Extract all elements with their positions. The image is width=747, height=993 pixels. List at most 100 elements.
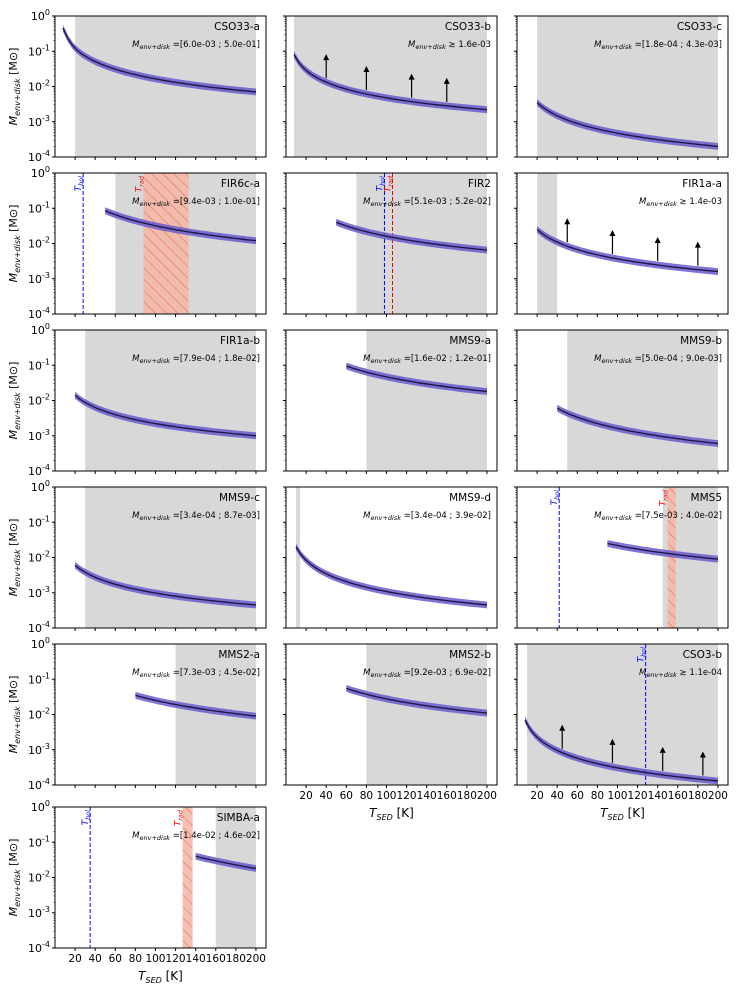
mass-annotation: Menv+disk =[6.0e-03 ; 5.0e-01] [132,40,260,51]
panel-title: SIMBA-a [217,812,260,824]
panel-title: CSO33-c [677,21,722,33]
shaded-region [296,487,301,628]
panel-cso3-b: 20 40 60 80 100 120 140 160 180 200 TSED [K] CSO3-b… [514,643,729,822]
y-tick-label: 10-2 [28,79,50,94]
y-tick-label: 10-3 [28,271,50,286]
arrow-head [443,77,450,84]
mass-curve [135,694,257,717]
tbol-label: Tbol [375,176,386,192]
y-tick-label: 10-1 [28,834,50,849]
mass-annotation: Menv+disk =[7.9e-04 ; 1.8e-02] [132,354,260,365]
panel-title: CSO33-a [214,21,260,33]
y-tick-label: 100 [31,799,50,814]
y-tick-label: 10-2 [28,870,50,885]
mass-curve [62,27,257,93]
panel-fir1a-a: FIR1a-a Menv+disk ≳ 1.4e-03 [514,172,729,317]
x-tick-label: 120 [397,790,417,802]
panel-title: MMS5 [691,492,722,504]
shaded-region [294,16,487,157]
x-tick-label: 20 [68,953,81,965]
x-tick-label: 120 [166,953,186,965]
arrow-head [559,724,566,731]
arrow-head [609,229,616,236]
x-tick-label: 140 [417,790,437,802]
x-tick-label: 60 [109,953,122,965]
mass-annotation: Menv+disk =[5.1e-03 ; 5.2e-02] [363,197,491,208]
y-tick-label: 10-1 [28,43,50,58]
panel-title: MMS9-c [219,492,260,504]
y-tick-label: 10-2 [28,236,50,251]
x-tick-label: 80 [591,790,604,802]
panel-title: MMS9-b [680,335,722,347]
x-tick-label: 40 [320,790,333,802]
arrow-head [654,237,661,244]
uncertainty-band [294,51,487,114]
x-tick-label: 160 [668,790,688,802]
arrow-head [699,751,706,758]
y-tick-label: 10-3 [28,742,50,757]
trad-label: Trad [659,489,670,506]
y-tick-label: 10-4 [28,620,50,635]
panel-cso33-c: CSO33-c Menv+disk =[1.8e-04 ; 4.3e-03] [514,15,729,160]
x-tick-label: 140 [186,953,206,965]
panel-title: MMS9-d [449,492,491,504]
y-axis-label: Menv+disk [M⊙] [7,48,22,126]
trad-region [143,173,189,314]
y-tick-label: 100 [31,479,50,494]
trad-region [667,487,676,628]
mass-curve [524,719,719,782]
mass-curve [195,855,257,870]
arrow-head [363,66,370,73]
mass-curve [536,102,719,148]
x-tick-label: 120 [628,790,648,802]
arrow-head [609,738,616,745]
tbol-label: Tbol [637,647,648,663]
panel-cso33-a: 100 10-1 10-2 10-3 10-4 Menv+disk [M⊙] CSO33-a… [7,8,267,164]
y-tick-label: 10-4 [28,940,50,955]
panel-title: FIR1a-b [220,335,260,347]
mass-curve [293,54,488,111]
trad-label: Trad [384,175,395,192]
uncertainty-band [525,716,718,785]
mass-curve [74,394,257,437]
panel-title: FIR2 [468,178,491,190]
uncertainty-band [296,543,487,609]
y-tick-label: 10-1 [28,357,50,372]
y-tick-label: 10-1 [28,671,50,686]
y-tick-label: 10-4 [28,306,50,321]
mass-annotation: Menv+disk =[1.8e-04 ; 4.3e-03] [594,40,722,51]
y-tick-label: 10-4 [28,149,50,164]
x-tick-label: 60 [340,790,353,802]
mass-annotation: Menv+disk =[7.5e-03 ; 4.0e-02] [594,511,722,522]
y-tick-label: 100 [31,322,50,337]
x-tick-label: 200 [246,953,266,965]
uncertainty-band [336,218,487,254]
panel-mms2-a: 100 10-1 10-2 10-3 10-4 Menv+disk [M⊙] MMS2-a M… [7,636,267,792]
panel-fir6c-a: 100 10-1 10-2 10-3 10-4 Menv+disk [M⊙] FIR6c-a… [7,165,267,321]
mass-annotation: Menv+disk ≳ 1.6e-03 [408,40,491,51]
uncertainty-band [557,404,718,447]
mass-curve [346,365,488,393]
x-tick-label: 40 [89,953,102,965]
y-tick-label: 10-4 [28,777,50,792]
uncertainty-band [105,207,256,245]
y-tick-label: 10-4 [28,463,50,478]
tbol-label: Tbol [81,810,92,826]
trad-label: Trad [174,809,185,826]
panel-title: FIR6c-a [221,178,260,190]
x-tick-label: 60 [571,790,584,802]
y-tick-label: 10-1 [28,200,50,215]
x-tick-label: 20 [530,790,543,802]
panel-mms9-d: MMS9-d Menv+disk =[3.4e-04 ; 3.9e-02] [283,486,498,631]
mass-curve [295,546,488,606]
y-axis-label: Menv+disk [M⊙] [7,362,22,440]
y-tick-label: 100 [31,8,50,23]
shaded-region [85,330,256,471]
trad-region [182,807,193,948]
arrow-head [408,73,415,80]
shaded-region [537,173,558,314]
x-tick-label: 20 [299,790,312,802]
mass-annotation: Menv+disk ≳ 1.4e-03 [639,197,722,208]
panel-title: CSO3-b [683,649,723,661]
mass-curve [536,228,719,273]
